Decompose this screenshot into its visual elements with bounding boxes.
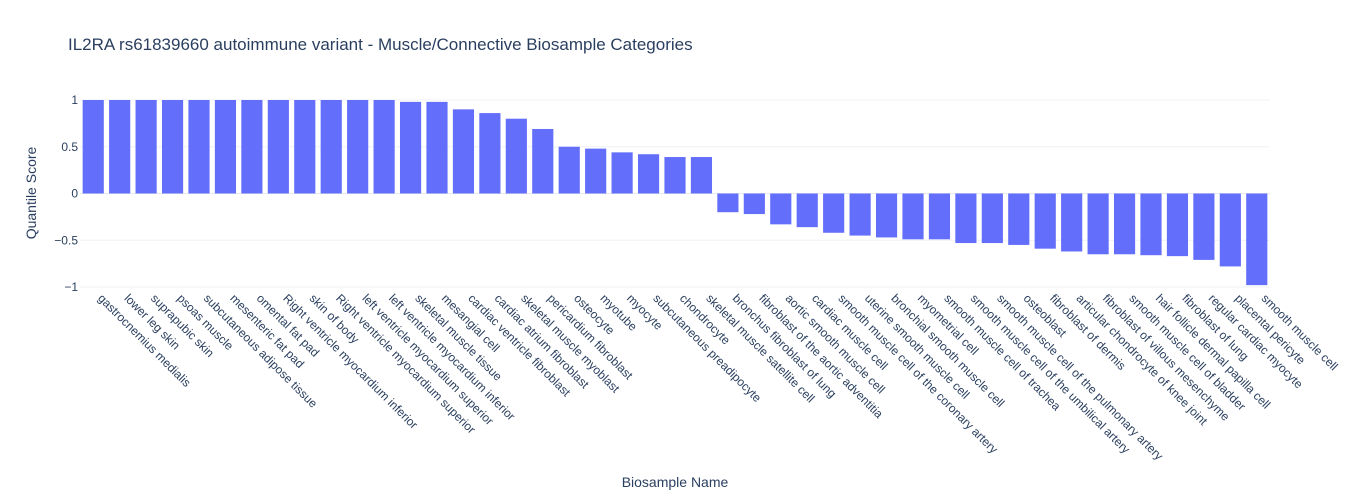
bar[interactable]	[135, 100, 157, 194]
bar[interactable]	[585, 148, 607, 194]
chart-title: IL2RA rs61839660 autoimmune variant - Mu…	[68, 35, 693, 54]
y-axis-ticks: 1 0.5 0 −0.5 −1	[54, 93, 78, 294]
bar[interactable]	[426, 101, 448, 194]
bar[interactable]	[1061, 193, 1083, 252]
bar[interactable]	[611, 152, 633, 194]
y-tick-label: −1	[64, 280, 78, 294]
bar[interactable]	[664, 157, 686, 194]
bar[interactable]	[1246, 193, 1268, 286]
bar[interactable]	[558, 146, 580, 194]
bar[interactable]	[637, 154, 660, 194]
bar[interactable]	[981, 193, 1003, 244]
bar[interactable]	[849, 193, 871, 236]
y-tick-label: 0.5	[61, 140, 78, 154]
bar[interactable]	[770, 193, 792, 225]
bar[interactable]	[505, 118, 527, 194]
bar[interactable]	[82, 100, 104, 194]
bar[interactable]	[875, 193, 898, 238]
bar[interactable]	[267, 100, 289, 194]
bar[interactable]	[294, 100, 316, 194]
x-axis-title: Biosample Name	[622, 474, 729, 490]
bar[interactable]	[1140, 193, 1162, 256]
bar[interactable]	[902, 193, 924, 240]
y-tick-label: 0	[71, 187, 78, 201]
bar[interactable]	[717, 193, 739, 213]
bar[interactable]	[320, 100, 342, 194]
bar[interactable]	[161, 100, 184, 194]
bar[interactable]	[1034, 193, 1056, 249]
y-tick-label: −0.5	[54, 233, 78, 247]
bar[interactable]	[109, 100, 131, 194]
bar[interactable]	[452, 109, 475, 194]
bar[interactable]	[1166, 193, 1189, 257]
bar[interactable]	[1087, 193, 1109, 255]
bar[interactable]	[823, 193, 845, 233]
bar[interactable]	[928, 193, 951, 240]
bar[interactable]	[743, 193, 765, 215]
bar[interactable]	[1008, 193, 1030, 245]
bar[interactable]	[955, 193, 977, 244]
bar[interactable]	[188, 100, 210, 194]
bar[interactable]	[347, 100, 369, 194]
y-axis-title: Quantile Score	[23, 146, 39, 239]
bar[interactable]	[214, 100, 237, 194]
bar[interactable]	[373, 100, 395, 194]
bar[interactable]	[1219, 193, 1241, 267]
bar[interactable]	[532, 128, 554, 194]
bar[interactable]	[1113, 193, 1136, 255]
bar[interactable]	[796, 193, 818, 228]
bar[interactable]	[399, 101, 422, 194]
bar[interactable]	[1193, 193, 1215, 260]
bar[interactable]	[241, 100, 263, 194]
bar[interactable]	[479, 113, 501, 194]
y-tick-label: 1	[71, 93, 78, 107]
bar[interactable]	[690, 157, 713, 194]
bars	[82, 100, 1268, 286]
